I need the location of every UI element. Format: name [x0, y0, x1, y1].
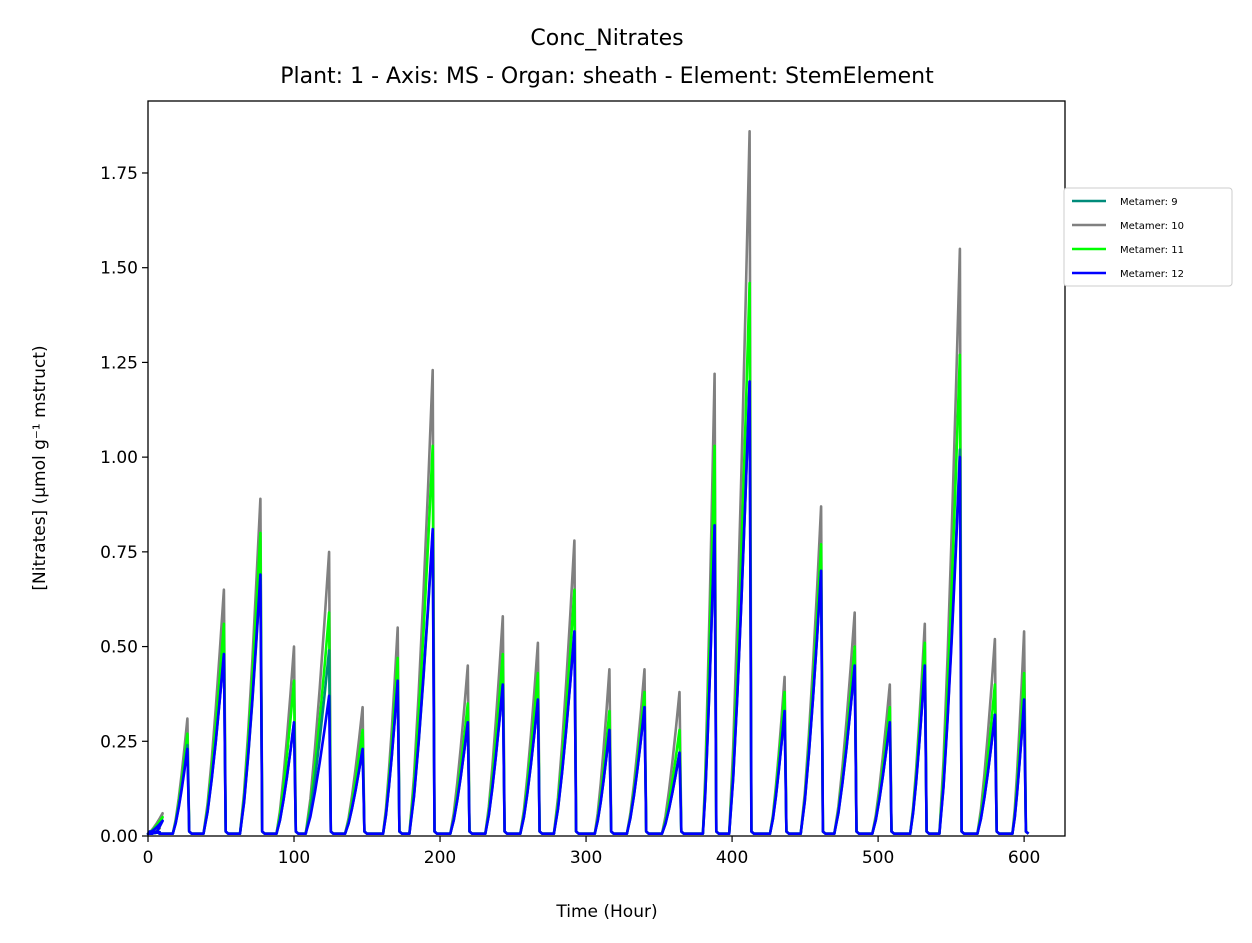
legend-label: Metamer: 11 — [1120, 245, 1184, 256]
y-tick-label: 0.75 — [100, 543, 138, 563]
legend: Metamer: 9 Metamer: 10 Metamer: 11 Metamer:… — [1063, 187, 1233, 287]
y-tick-label: 0.00 — [100, 827, 138, 847]
y-tick-label: 1.00 — [100, 448, 138, 468]
y-axis: 0.00 0.25 0.50 0.75 1.00 1.25 1.50 1.75 — [100, 164, 148, 847]
legend-label: Metamer: 12 — [1120, 269, 1184, 280]
legend-label: Metamer: 10 — [1120, 221, 1184, 232]
legend-box — [1063, 187, 1233, 287]
x-tick-label: 0 — [143, 848, 154, 868]
plot-frame — [147, 100, 1066, 837]
series-line-4 — [146, 380, 1030, 835]
x-tick-label: 400 — [716, 848, 748, 868]
y-tick-label: 1.25 — [100, 353, 138, 373]
x-tick-label: 500 — [862, 848, 894, 868]
y-tick-label: 0.50 — [100, 638, 138, 658]
chart-subtitle: Plant: 1 - Axis: MS - Organ: sheath - El… — [280, 64, 934, 89]
y-tick-label: 0.25 — [100, 732, 138, 752]
x-tick-label: 600 — [1008, 848, 1040, 868]
plot-lines — [146, 130, 1030, 835]
y-axis-label: [Nitrates] (µmol g⁻¹ mstruct) — [30, 345, 50, 590]
x-axis-label: Time (Hour) — [555, 902, 657, 922]
x-tick-label: 300 — [570, 848, 602, 868]
legend-label: Metamer: 9 — [1120, 197, 1178, 208]
y-tick-label: 1.75 — [100, 164, 138, 184]
chart-title: Conc_Nitrates — [530, 26, 683, 51]
x-tick-label: 200 — [424, 848, 456, 868]
x-tick-label: 100 — [278, 848, 310, 868]
y-tick-label: 1.50 — [100, 259, 138, 279]
series-line-2 — [146, 130, 1030, 835]
x-axis: 0 100 200 300 400 500 600 — [143, 836, 1040, 868]
